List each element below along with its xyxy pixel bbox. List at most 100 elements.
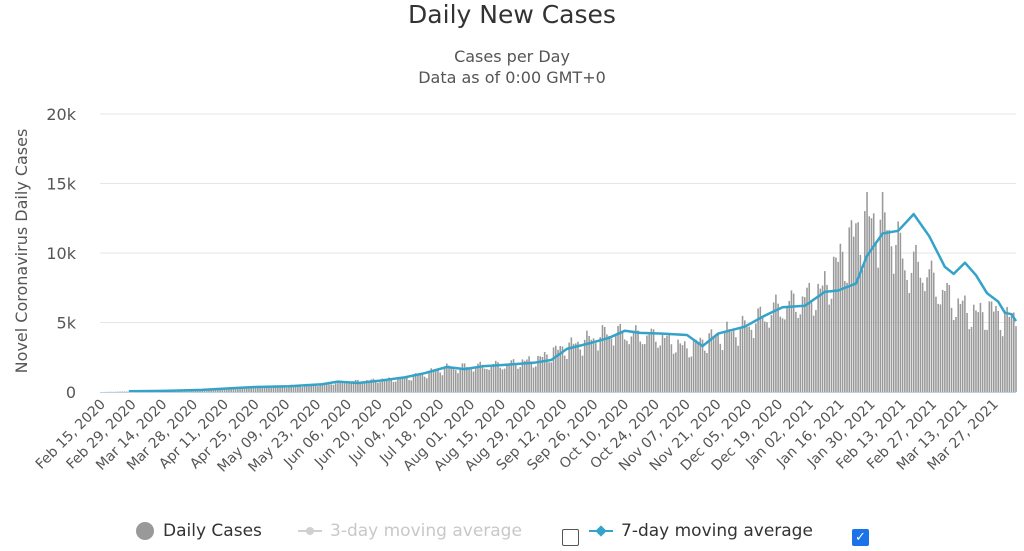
daily-cases-bar [499, 367, 501, 392]
daily-cases-bar [866, 191, 868, 392]
daily-cases-bar [695, 339, 697, 392]
daily-cases-bar [423, 376, 426, 392]
daily-cases-bar [234, 388, 237, 392]
daily-cases-bar [799, 314, 802, 392]
daily-cases-bar [739, 328, 742, 392]
daily-cases-bar [763, 321, 766, 392]
daily-cases-bar [250, 386, 252, 392]
y-tick-label: 0 [66, 383, 76, 402]
daily-cases-bar [859, 254, 862, 392]
daily-cases-bar [272, 385, 275, 392]
daily-cases-bar [399, 377, 401, 392]
daily-cases-bar [801, 296, 804, 392]
daily-cases-bar [317, 386, 319, 392]
daily-cases-bar [928, 269, 931, 392]
daily-cases-bar [666, 335, 668, 392]
daily-cases-bar [886, 230, 888, 392]
legend-label-daily-cases: Daily Cases [163, 521, 262, 541]
daily-cases-bar [668, 333, 670, 392]
daily-cases-bar [641, 344, 644, 392]
daily-cases-bar [792, 293, 795, 392]
daily-cases-bar [210, 389, 212, 392]
daily-cases-bar [606, 334, 608, 392]
daily-cases-bar [861, 269, 864, 392]
daily-cases-bar [768, 327, 770, 392]
daily-cases-bar [968, 329, 971, 392]
daily-cases-bar [359, 382, 361, 392]
three-day-line-marker-icon [298, 522, 322, 540]
daily-cases-bar [715, 334, 717, 392]
daily-cases-bar [563, 355, 566, 392]
daily-cases-bar [559, 346, 562, 392]
daily-cases-bar [995, 305, 997, 392]
daily-cases-bar [777, 303, 779, 392]
daily-cases-bar [290, 384, 292, 392]
daily-cases-bar [979, 302, 982, 392]
daily-cases-bar [459, 368, 461, 392]
daily-cases-bar [746, 327, 748, 392]
daily-cases-bar [581, 355, 584, 392]
daily-cases-bar [1008, 316, 1011, 392]
daily-cases-bar [692, 339, 695, 392]
daily-cases-bar [277, 386, 279, 392]
daily-cases-bar [626, 340, 628, 392]
daily-cases-bar [712, 336, 715, 392]
daily-cases-bar [881, 191, 884, 392]
daily-cases-bar [888, 230, 891, 392]
daily-cases-bar [583, 339, 586, 392]
daily-cases-bar [537, 355, 539, 392]
daily-cases-bar [972, 304, 975, 392]
daily-cases-bar [952, 320, 955, 392]
daily-cases-bar [523, 360, 526, 392]
daily-cases-bar [501, 369, 504, 392]
daily-cases-bar [657, 347, 659, 392]
daily-cases-bar [781, 318, 784, 392]
daily-cases-bar [797, 318, 799, 392]
daily-cases-bar [406, 376, 408, 392]
daily-cases-bar [225, 388, 228, 392]
legend-item-seven-day-average[interactable]: 7-day moving average [589, 521, 813, 541]
legend-item-daily-cases[interactable]: Daily Cases [136, 521, 262, 541]
daily-cases-bar [428, 371, 430, 392]
daily-cases-bar [879, 219, 882, 392]
daily-cases-bar [514, 365, 517, 392]
daily-cases-bar [439, 372, 441, 392]
daily-cases-bar [394, 381, 397, 392]
daily-cases-bar [492, 363, 495, 392]
daily-cases-bar [546, 354, 548, 392]
daily-cases-bar [1013, 312, 1015, 392]
daily-cases-bar [890, 246, 893, 392]
three-day-average-checkbox[interactable] [562, 529, 579, 546]
daily-cases-bar [555, 345, 557, 392]
daily-cases-bar [826, 284, 828, 392]
daily-cases-bar [663, 337, 666, 392]
daily-cases-bar [539, 356, 541, 392]
daily-cases-bar [839, 243, 842, 392]
y-axis-ticks: 0 5k 10k 15k 20k [46, 105, 76, 402]
daily-cases-bar [552, 347, 555, 392]
daily-cases-bar [457, 373, 459, 392]
daily-cases-bar [245, 387, 248, 392]
seven-day-average-checkbox[interactable]: ✓ [852, 529, 869, 546]
daily-cases-bar [392, 381, 395, 392]
daily-cases-bar [726, 321, 728, 392]
legend-item-three-day-average[interactable]: 3-day moving average [298, 521, 522, 541]
daily-cases-bar [924, 291, 926, 392]
daily-cases-bar [257, 385, 259, 392]
daily-cases-bar [579, 349, 582, 392]
daily-cases-bar [643, 344, 646, 392]
daily-cases-bar [437, 369, 439, 392]
daily-cases-bar [632, 330, 635, 392]
daily-cases-bar [904, 270, 906, 392]
daily-cases-bar [288, 385, 290, 392]
daily-cases-bar [788, 300, 791, 392]
daily-cases-bar [268, 387, 270, 392]
daily-cases-bar [503, 368, 506, 392]
daily-cases-bar [910, 272, 913, 392]
daily-cases-bar [939, 304, 942, 392]
daily-cases-bar [741, 315, 744, 392]
daily-cases-bar [850, 220, 853, 392]
daily-cases-bar [208, 389, 210, 392]
daily-cases-bar [474, 367, 477, 392]
daily-cases-bar [737, 345, 739, 392]
